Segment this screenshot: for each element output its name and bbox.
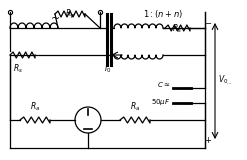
Text: $1:(n+n)$: $1:(n+n)$ (143, 8, 183, 20)
Text: $I_0$: $I_0$ (104, 62, 112, 75)
Text: $R_s$: $R_s$ (13, 62, 23, 75)
Text: $V_{0_{\text{---}}}$: $V_{0_{\text{---}}}$ (218, 74, 232, 86)
Text: $R_p$: $R_p$ (65, 8, 75, 21)
Text: ~: ~ (50, 14, 60, 24)
Text: $50\mu F$: $50\mu F$ (150, 97, 170, 107)
Text: $-$: $-$ (204, 17, 212, 26)
Text: $+$: $+$ (204, 135, 212, 145)
Text: $R_s$: $R_s$ (172, 22, 182, 35)
Text: $R_a$: $R_a$ (30, 100, 40, 113)
Text: $C\approx$: $C\approx$ (157, 80, 170, 89)
Text: $R_a$: $R_a$ (130, 100, 140, 113)
